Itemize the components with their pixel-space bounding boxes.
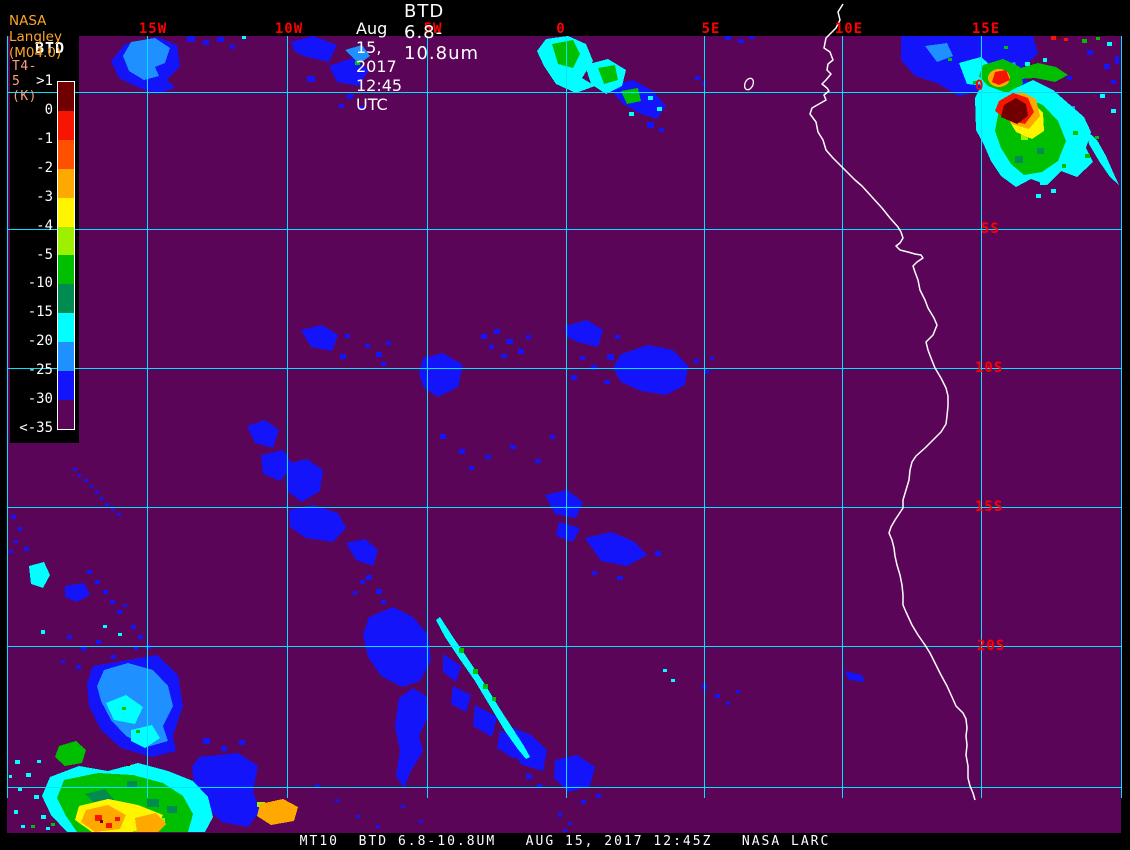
legend-color-segment bbox=[58, 168, 74, 198]
legend-tick-label: -3 bbox=[36, 188, 53, 205]
legend-color-segment bbox=[58, 82, 74, 111]
gridline-vertical bbox=[981, 36, 982, 798]
legend-tick-label: -10 bbox=[27, 275, 53, 292]
legend-tick-label: -25 bbox=[27, 362, 53, 379]
legend-color-segment bbox=[58, 139, 74, 169]
legend-tick-label: 0 bbox=[44, 101, 53, 118]
gridline-vertical bbox=[287, 36, 288, 798]
legend-subtitle: T4-5 (K) bbox=[12, 59, 37, 104]
legend-color-segment bbox=[58, 226, 74, 256]
gridline-vertical bbox=[427, 36, 428, 798]
legend-tick-label: -1 bbox=[36, 130, 53, 147]
legend-tick-label: -4 bbox=[36, 217, 53, 234]
legend-color-segment bbox=[58, 255, 74, 285]
cloud-chartreuse-minus4 bbox=[102, 134, 1028, 823]
legend-tick-label: -20 bbox=[27, 333, 53, 350]
gridline-vertical bbox=[7, 36, 8, 798]
cloud-lightblue-minus20 bbox=[97, 38, 1086, 747]
lat-label-15S: 15S bbox=[975, 499, 1004, 515]
gridline-vertical bbox=[842, 36, 843, 798]
lon-label-15E: 15E bbox=[971, 21, 1001, 37]
image-title: BTD 6.8-10.8um bbox=[404, 1, 480, 64]
legend-color-segment bbox=[58, 399, 74, 429]
cloud-yellow-minus3 bbox=[75, 100, 1044, 832]
gridline-horizontal bbox=[7, 787, 1121, 788]
color-scale-bar bbox=[57, 81, 75, 430]
credit-label: NASA Langley (M04.0) bbox=[9, 13, 62, 61]
legend-color-segment bbox=[58, 342, 74, 372]
lon-label-5W: 5W bbox=[423, 21, 443, 37]
gridline-vertical bbox=[147, 36, 148, 798]
cloud-blue-minus25 bbox=[9, 36, 1119, 832]
gridline-horizontal bbox=[7, 368, 1121, 369]
legend-tick-label: -15 bbox=[27, 304, 53, 321]
lat-label-20S: 20S bbox=[977, 638, 1006, 654]
cloud-darkgreen-minus12 bbox=[85, 148, 1044, 813]
cloud-orange-minus2 bbox=[81, 69, 1040, 832]
legend-title: BTD bbox=[34, 39, 66, 57]
legend-tick-label: -30 bbox=[27, 391, 53, 408]
gridline-horizontal bbox=[7, 507, 1121, 508]
btd-cloud-layer bbox=[9, 36, 1119, 832]
gridline-vertical bbox=[1121, 36, 1122, 798]
footer-text: MT10 BTD 6.8-10.8UM AUG 15, 2017 12:45Z … bbox=[299, 834, 831, 849]
gridline-vertical bbox=[566, 36, 567, 798]
lat-label-10S: 10S bbox=[975, 360, 1004, 376]
lon-label-5E: 5E bbox=[701, 21, 721, 37]
legend-color-segment bbox=[58, 110, 74, 140]
image-timestamp: Aug 15, 2017 12:45 UTC bbox=[356, 19, 403, 114]
gridline-horizontal bbox=[7, 92, 1121, 93]
legend-tick-label: -5 bbox=[36, 246, 53, 263]
bottom-status-bar: MT10 BTD 6.8-10.8UM AUG 15, 2017 12:45Z … bbox=[0, 833, 1130, 850]
legend-color-segment bbox=[58, 197, 74, 227]
cloud-red-zero bbox=[95, 36, 1068, 828]
legend-tick-label: <-35 bbox=[19, 420, 53, 436]
legend-tick-label: >1 bbox=[36, 73, 53, 89]
lon-label-15W: 15W bbox=[138, 21, 168, 37]
cloud-darkred-plus1 bbox=[100, 36, 1061, 823]
legend-tick-label: -2 bbox=[36, 159, 53, 176]
legend-color-segment bbox=[58, 371, 74, 400]
legend-color-segment bbox=[58, 284, 74, 314]
legend-color-segment bbox=[58, 313, 74, 343]
lon-label-10W: 10W bbox=[274, 21, 304, 37]
lat-label-0: 0 bbox=[975, 78, 985, 94]
gridline-horizontal bbox=[7, 646, 1121, 647]
lat-label-5S: 5S bbox=[981, 221, 1000, 237]
lon-label-10E: 10E bbox=[834, 21, 864, 37]
gridline-horizontal bbox=[7, 229, 1121, 230]
gridline-vertical bbox=[704, 36, 705, 798]
lon-label-0: 0 bbox=[556, 21, 566, 37]
